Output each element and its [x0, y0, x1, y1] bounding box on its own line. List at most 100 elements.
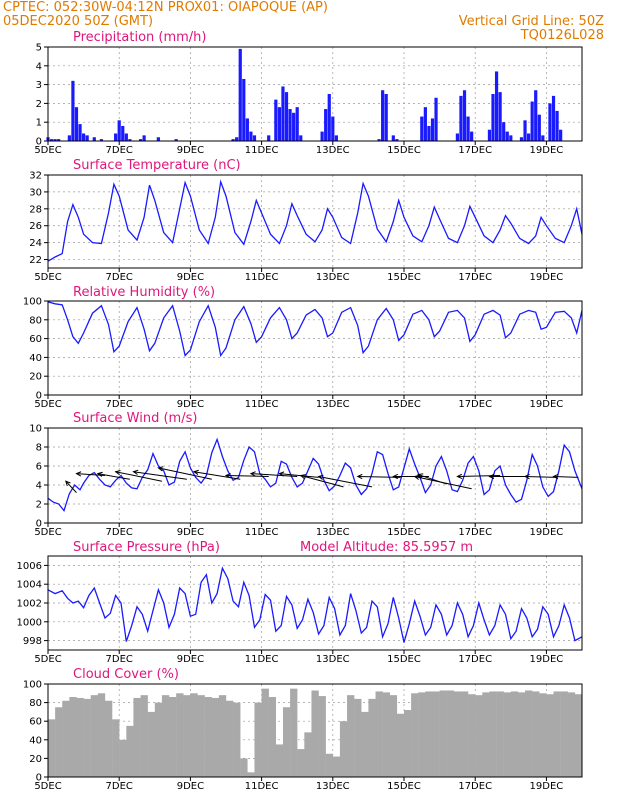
precip-ytick-label: 1	[36, 118, 42, 129]
precip-bar	[274, 99, 278, 141]
cloud-bar	[389, 695, 398, 777]
cloud-bar	[332, 756, 341, 777]
precip-bar	[534, 90, 538, 141]
wind-arrowhead	[224, 472, 231, 479]
cloud-xtick-label: 7DEC	[106, 781, 133, 792]
cloud-bar	[318, 696, 326, 777]
wind-arrowhead	[392, 473, 399, 480]
precip-bar	[427, 125, 431, 141]
humidity-ytick-label: 40	[29, 353, 42, 364]
cloud-bar	[482, 692, 490, 777]
wind-xtick-label: 19DEC	[530, 527, 564, 538]
header-date: 05DEC2020 50Z (GMT)	[3, 14, 154, 29]
pressure-xtick-label: 19DEC	[530, 654, 564, 665]
humidity-ytick-label: 20	[29, 372, 42, 383]
precip-ytick-label: 2	[36, 99, 42, 110]
precip-bar	[559, 129, 563, 141]
wind-arrowhead	[96, 471, 103, 477]
precip-bar	[71, 80, 75, 141]
wind-arrowhead	[523, 473, 530, 480]
cloud-bar	[489, 691, 497, 777]
pressure-xtick-label: 15DEC	[387, 654, 421, 665]
precip-bar	[292, 112, 296, 141]
precip-bar	[555, 110, 559, 141]
wind-ytick-label: 0	[36, 519, 42, 530]
cloud-bar	[55, 707, 63, 777]
precip-bar	[551, 95, 556, 141]
cloud-bar	[496, 691, 504, 777]
precip-bar	[494, 71, 499, 141]
humidity-frame	[47, 300, 583, 396]
precip-bar	[541, 135, 545, 141]
pressure-xtick-label: 13DEC	[316, 654, 350, 665]
temperature-xtick-label: 15DEC	[387, 272, 421, 283]
temperature-xtick-label: 13DEC	[316, 272, 350, 283]
wind-arrow	[525, 475, 558, 478]
cloud-title: Cloud Cover (%)	[73, 667, 179, 682]
precip-bar	[85, 135, 89, 141]
precip-bar	[267, 135, 271, 141]
temperature-ytick-label: 26	[29, 221, 42, 232]
precip-xtick-label: 9DEC	[177, 145, 204, 156]
wind-arrowhead	[249, 471, 256, 477]
humidity-xtick-label: 13DEC	[316, 399, 350, 410]
wind-arrow	[97, 473, 130, 480]
precip-bar	[235, 137, 239, 141]
cloud-bar	[574, 694, 583, 777]
cloud-bar	[147, 711, 155, 777]
wind-arrow	[318, 475, 373, 488]
wind-ytick-label: 4	[36, 481, 42, 492]
precip-bar	[114, 133, 118, 141]
cloud-bar	[567, 692, 576, 777]
humidity-title: Relative Humidity (%)	[73, 285, 215, 300]
precip-bar	[327, 94, 331, 141]
cloud-bar	[546, 694, 554, 777]
pressure-xtick-label: 17DEC	[458, 654, 492, 665]
cloud-bar	[525, 690, 533, 777]
precip-xtick-label: 17DEC	[458, 145, 492, 156]
cloud-bar	[119, 739, 127, 777]
cloud-bar	[375, 691, 383, 777]
cloud-ytick-label: 80	[29, 698, 42, 709]
precip-bar	[142, 135, 146, 141]
wind-xtick-label: 11DEC	[245, 527, 279, 538]
humidity-xtick-label: 15DEC	[387, 399, 421, 410]
precip-ytick-label: 0	[36, 137, 42, 148]
cloud-bar	[347, 695, 355, 777]
precip-bar	[466, 116, 470, 141]
temperature-ytick-label: 28	[29, 204, 42, 215]
precip-xtick-label: 5DEC	[34, 145, 61, 156]
cloud-xtick-label: 9DEC	[177, 781, 204, 792]
cloud-xtick-label: 17DEC	[458, 781, 492, 792]
precip-bar	[99, 139, 103, 141]
cloud-bar	[90, 695, 99, 777]
temperature-xtick-label: 5DEC	[34, 272, 61, 283]
humidity-xtick-label: 17DEC	[458, 399, 492, 410]
cloud-xtick-label: 13DEC	[316, 781, 350, 792]
precip-xtick-label: 13DEC	[316, 145, 350, 156]
wind-arrow	[457, 475, 501, 477]
precip-bar	[67, 135, 71, 141]
wind-arrowhead	[356, 473, 363, 480]
precip-bar	[470, 131, 474, 141]
precip-bar	[231, 139, 235, 141]
pressure-subtitle: Model Altitude: 85.5957 m	[300, 540, 473, 555]
humidity-ytick-label: 60	[29, 334, 42, 345]
temperature-xtick-label: 11DEC	[245, 272, 279, 283]
precip-bar	[124, 133, 128, 141]
precip-bar	[331, 116, 335, 141]
humidity-ytick-label: 80	[29, 315, 42, 326]
wind-xtick-label: 7DEC	[106, 527, 133, 538]
cloud-xtick-label: 11DEC	[245, 781, 279, 792]
wind-xtick-label: 9DEC	[177, 527, 204, 538]
precip-bar	[277, 107, 281, 141]
wind-arrow	[279, 473, 319, 478]
cloud-bar	[404, 710, 412, 777]
temperature-ytick-label: 24	[29, 238, 42, 249]
cloud-bar	[560, 691, 568, 777]
precip-bar	[299, 135, 303, 141]
cloud-bar	[460, 691, 469, 777]
wind-arrowhead	[456, 473, 463, 479]
cloud-ytick-label: 60	[29, 717, 42, 728]
